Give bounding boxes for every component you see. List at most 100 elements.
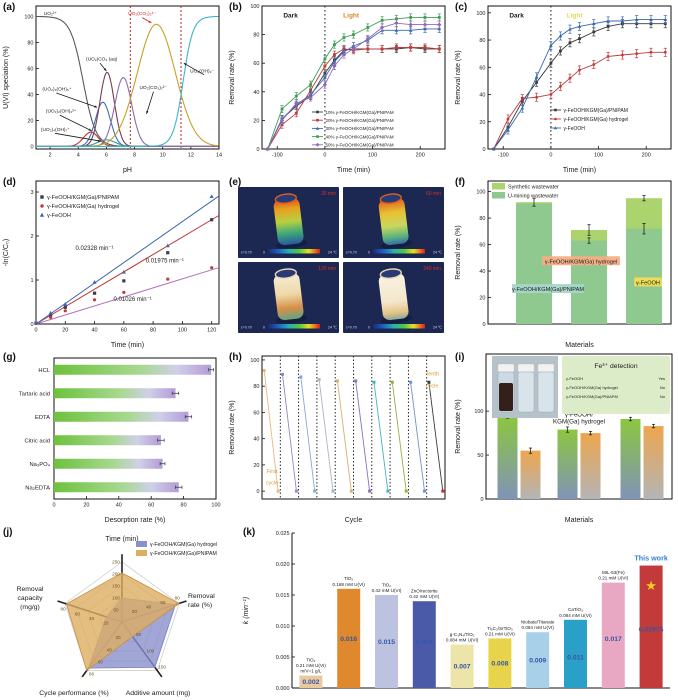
tenth-cycle-label: cycle	[426, 383, 439, 389]
marker-square	[333, 53, 336, 57]
k-bar-label: 0.084 mM U(VI)	[446, 638, 479, 643]
y-tick-label: 40	[27, 92, 33, 98]
desorption-bar	[54, 458, 163, 469]
panel-e-letter: (e)	[229, 177, 242, 188]
legend-label: 30% γ-FeOOH/KGM(Ga)/PNIPAM	[326, 126, 394, 131]
fit-line	[35, 267, 220, 325]
marker-square	[92, 291, 97, 295]
legend-label: γ-FeOOH/KGM(Ga)/PNIPAM	[150, 551, 217, 557]
speciation-chart: 2 4 6 8 10 12 14 0 20 40 60 80 100 pH U(VI) speciation…	[3, 5, 222, 174]
marker-circle	[520, 97, 524, 101]
annotation-arrow	[54, 132, 101, 142]
x-axis-label: Time (min)	[111, 342, 144, 349]
annotation-arrow	[183, 62, 205, 76]
y-tick-label: 1	[30, 278, 33, 284]
cycle-line	[336, 380, 352, 492]
marker-triangle	[491, 147, 496, 151]
panel-d-chart: 0 20 40 60 80 100 120 0 1 2 3 Time (min) -ln(C/C₀) 0.…	[0, 175, 226, 350]
k-bar	[564, 619, 587, 688]
marker-square	[331, 489, 335, 493]
bottle-cap	[379, 268, 402, 280]
marker-circle	[559, 84, 562, 88]
material-tag-label: γ-FeOOH/KGM(Ga)/PNIPAM	[512, 287, 584, 293]
marker-triangle	[423, 27, 427, 31]
k-value-label: 0.009	[529, 658, 546, 665]
y-tick-label: 20	[253, 118, 259, 124]
radar-tick-label: 20	[103, 621, 109, 626]
marker-square	[309, 83, 313, 87]
marker-square	[404, 489, 408, 493]
time-label: 240 min	[423, 266, 441, 272]
desorption-bar	[54, 364, 212, 375]
x-tick-label: 4	[77, 153, 80, 159]
marker-square	[554, 108, 557, 112]
desorption-bar	[54, 435, 161, 446]
x-axis-label: Time (min)	[337, 167, 370, 174]
y-tick-label: 80	[479, 216, 485, 222]
marker-triangle	[437, 27, 442, 31]
vial-cap	[517, 363, 535, 373]
marker-square	[423, 16, 427, 19]
marker-square	[316, 135, 319, 138]
marker-triangle	[663, 17, 668, 22]
marker-square	[333, 43, 336, 47]
panel-h: (h) 0 20 40 60 80 100 Cycle Removal rate (%) Firs…	[226, 350, 452, 525]
cycle-line	[300, 376, 316, 492]
category-label: Na₃PO₄	[29, 462, 50, 468]
marker-square	[409, 380, 413, 384]
marker-square	[280, 107, 284, 111]
category-label: Na₂EDTA	[25, 485, 50, 491]
y-tick-label: 0	[30, 144, 33, 150]
marker-triangle	[553, 126, 558, 130]
marker-triangle	[408, 28, 413, 32]
rate-constant-label: 0.01026 min⁻¹	[114, 297, 152, 303]
y-axis-label: Removal rate (%)	[455, 50, 462, 104]
removal-bar	[497, 416, 518, 499]
fit-line	[35, 195, 220, 325]
legend-label: γ-FeOOH	[47, 213, 71, 219]
fe-detection-title: Fe³⁺ detection	[594, 363, 637, 370]
time-label: 120 min	[318, 266, 336, 272]
k-bar-label: 0.42 mM U(VI)	[409, 594, 439, 599]
marker-triangle	[39, 212, 45, 217]
legend-swatch	[492, 192, 505, 199]
panel-i-chart: 0 50 100 Materials Removal rate (%) γ-FeOOH γ-…	[452, 350, 678, 525]
fe-detection-result: No	[660, 394, 666, 399]
scale-min: 0	[368, 326, 370, 330]
marker-triangle	[534, 74, 539, 79]
marker-triangle	[620, 19, 625, 23]
marker-square	[49, 313, 53, 317]
bottle-body	[273, 272, 304, 321]
marker-triangle	[121, 270, 126, 274]
k-value-label: 0.015	[378, 639, 395, 646]
y-tick-label: 0.010	[276, 624, 290, 630]
radar-tick-label: 200	[112, 572, 120, 577]
scale-max: 24 ℃	[433, 326, 442, 330]
scale-min: 0	[263, 251, 265, 255]
radar-tick-label: 100	[147, 648, 155, 653]
cycle-line	[318, 379, 334, 492]
time-label: 60 min	[426, 191, 441, 197]
annotation-arrow	[59, 114, 92, 132]
series-line	[267, 16, 440, 150]
y-tick-label: 40	[479, 93, 485, 99]
x-axis-label: Cycle	[345, 517, 363, 524]
k-bar-label: g-C₃N₄/TiO₂	[450, 632, 475, 637]
marker-square	[352, 33, 355, 36]
marker-circle	[578, 68, 581, 72]
desorption-bar-chart: 0 20 40 60 80 100 Desorption rate (%) HCL Tartar…	[19, 357, 221, 524]
y-tick-label: 40	[253, 90, 259, 96]
panel-c-letter: (c)	[455, 2, 468, 13]
thermal-images: 30 min ε=0.70 0 24 ℃ 60 min ε=0.70 0 24 ℃ 120 mi…	[238, 187, 444, 333]
scale-max: 24 ℃	[328, 251, 337, 255]
k-bar	[639, 565, 663, 688]
x-tick-label: -100	[498, 153, 509, 159]
radar-axis-label: Additive amount (mg)	[126, 690, 191, 697]
k-bar-label: m/V=1 g/L	[300, 669, 322, 674]
marker-square	[294, 111, 298, 115]
cycle-line	[263, 370, 279, 492]
desorption-bar	[54, 388, 176, 399]
first-cycle-label: cycle	[266, 481, 279, 487]
marker-square	[63, 305, 67, 309]
scale-min: 0	[368, 251, 370, 255]
